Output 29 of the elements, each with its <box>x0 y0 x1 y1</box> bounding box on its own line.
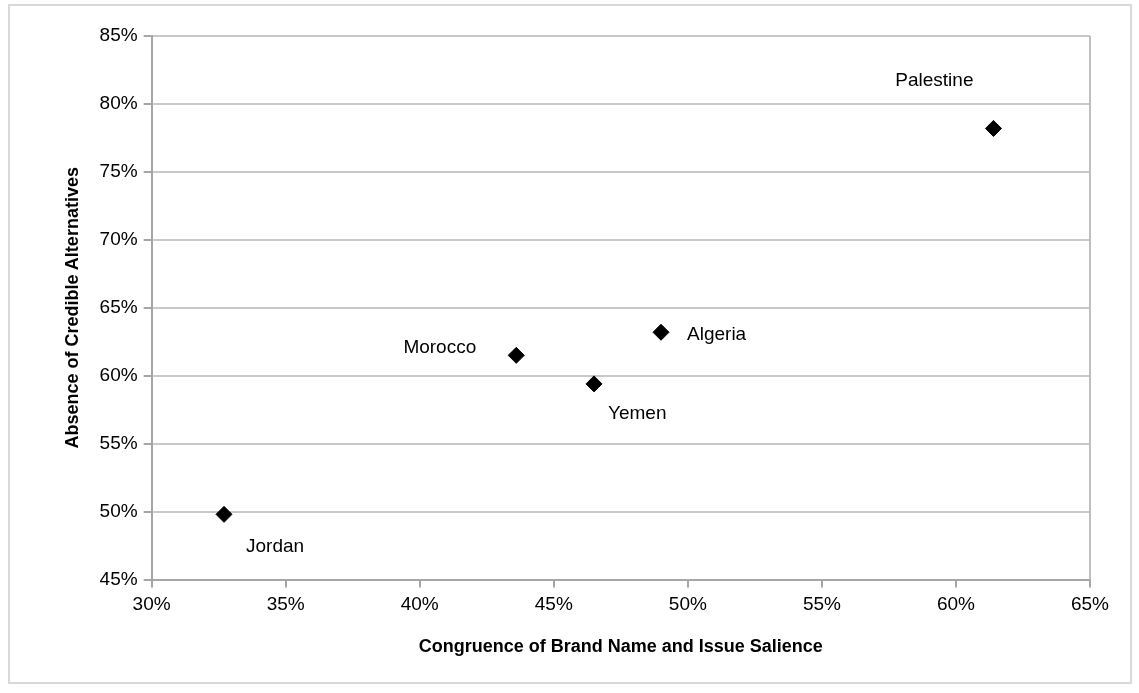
x-tick-label: 65% <box>1070 593 1110 615</box>
point <box>585 375 603 393</box>
y-tick-label: 85% <box>99 24 138 46</box>
annotation: Morocco <box>403 335 477 357</box>
y-tick-label: 70% <box>99 228 138 250</box>
y-tick-label: 50% <box>99 499 138 521</box>
point <box>984 119 1002 137</box>
y-tick-label: 45% <box>99 567 138 589</box>
x-tick-label: 45% <box>534 593 573 615</box>
x-tick-label: 40% <box>400 593 439 615</box>
y-axis-title: Absence of Credible Alternatives <box>61 167 82 449</box>
y-tick-label: 65% <box>99 296 138 318</box>
annotation: Algeria <box>687 323 747 345</box>
annotation: Palestine <box>895 68 974 90</box>
y-tick-label: 55% <box>99 431 138 453</box>
x-tick-label: 35% <box>266 593 305 615</box>
y-tick-label: 75% <box>99 160 138 182</box>
point <box>507 346 525 364</box>
y-tick-label: 60% <box>99 363 138 385</box>
x-tick-label: 55% <box>802 593 842 615</box>
point <box>215 505 233 523</box>
y-tick-label: 80% <box>99 92 138 114</box>
x-tick-label: 30% <box>132 593 171 615</box>
x-tick-label: 60% <box>936 593 976 615</box>
x-tick-label: 50% <box>668 593 707 615</box>
x-axis-title: Congruence of Brand Name and Issue Salience <box>418 636 823 657</box>
annotation: Yemen <box>608 402 667 424</box>
annotation: Jordan <box>246 534 305 556</box>
point <box>652 323 670 341</box>
